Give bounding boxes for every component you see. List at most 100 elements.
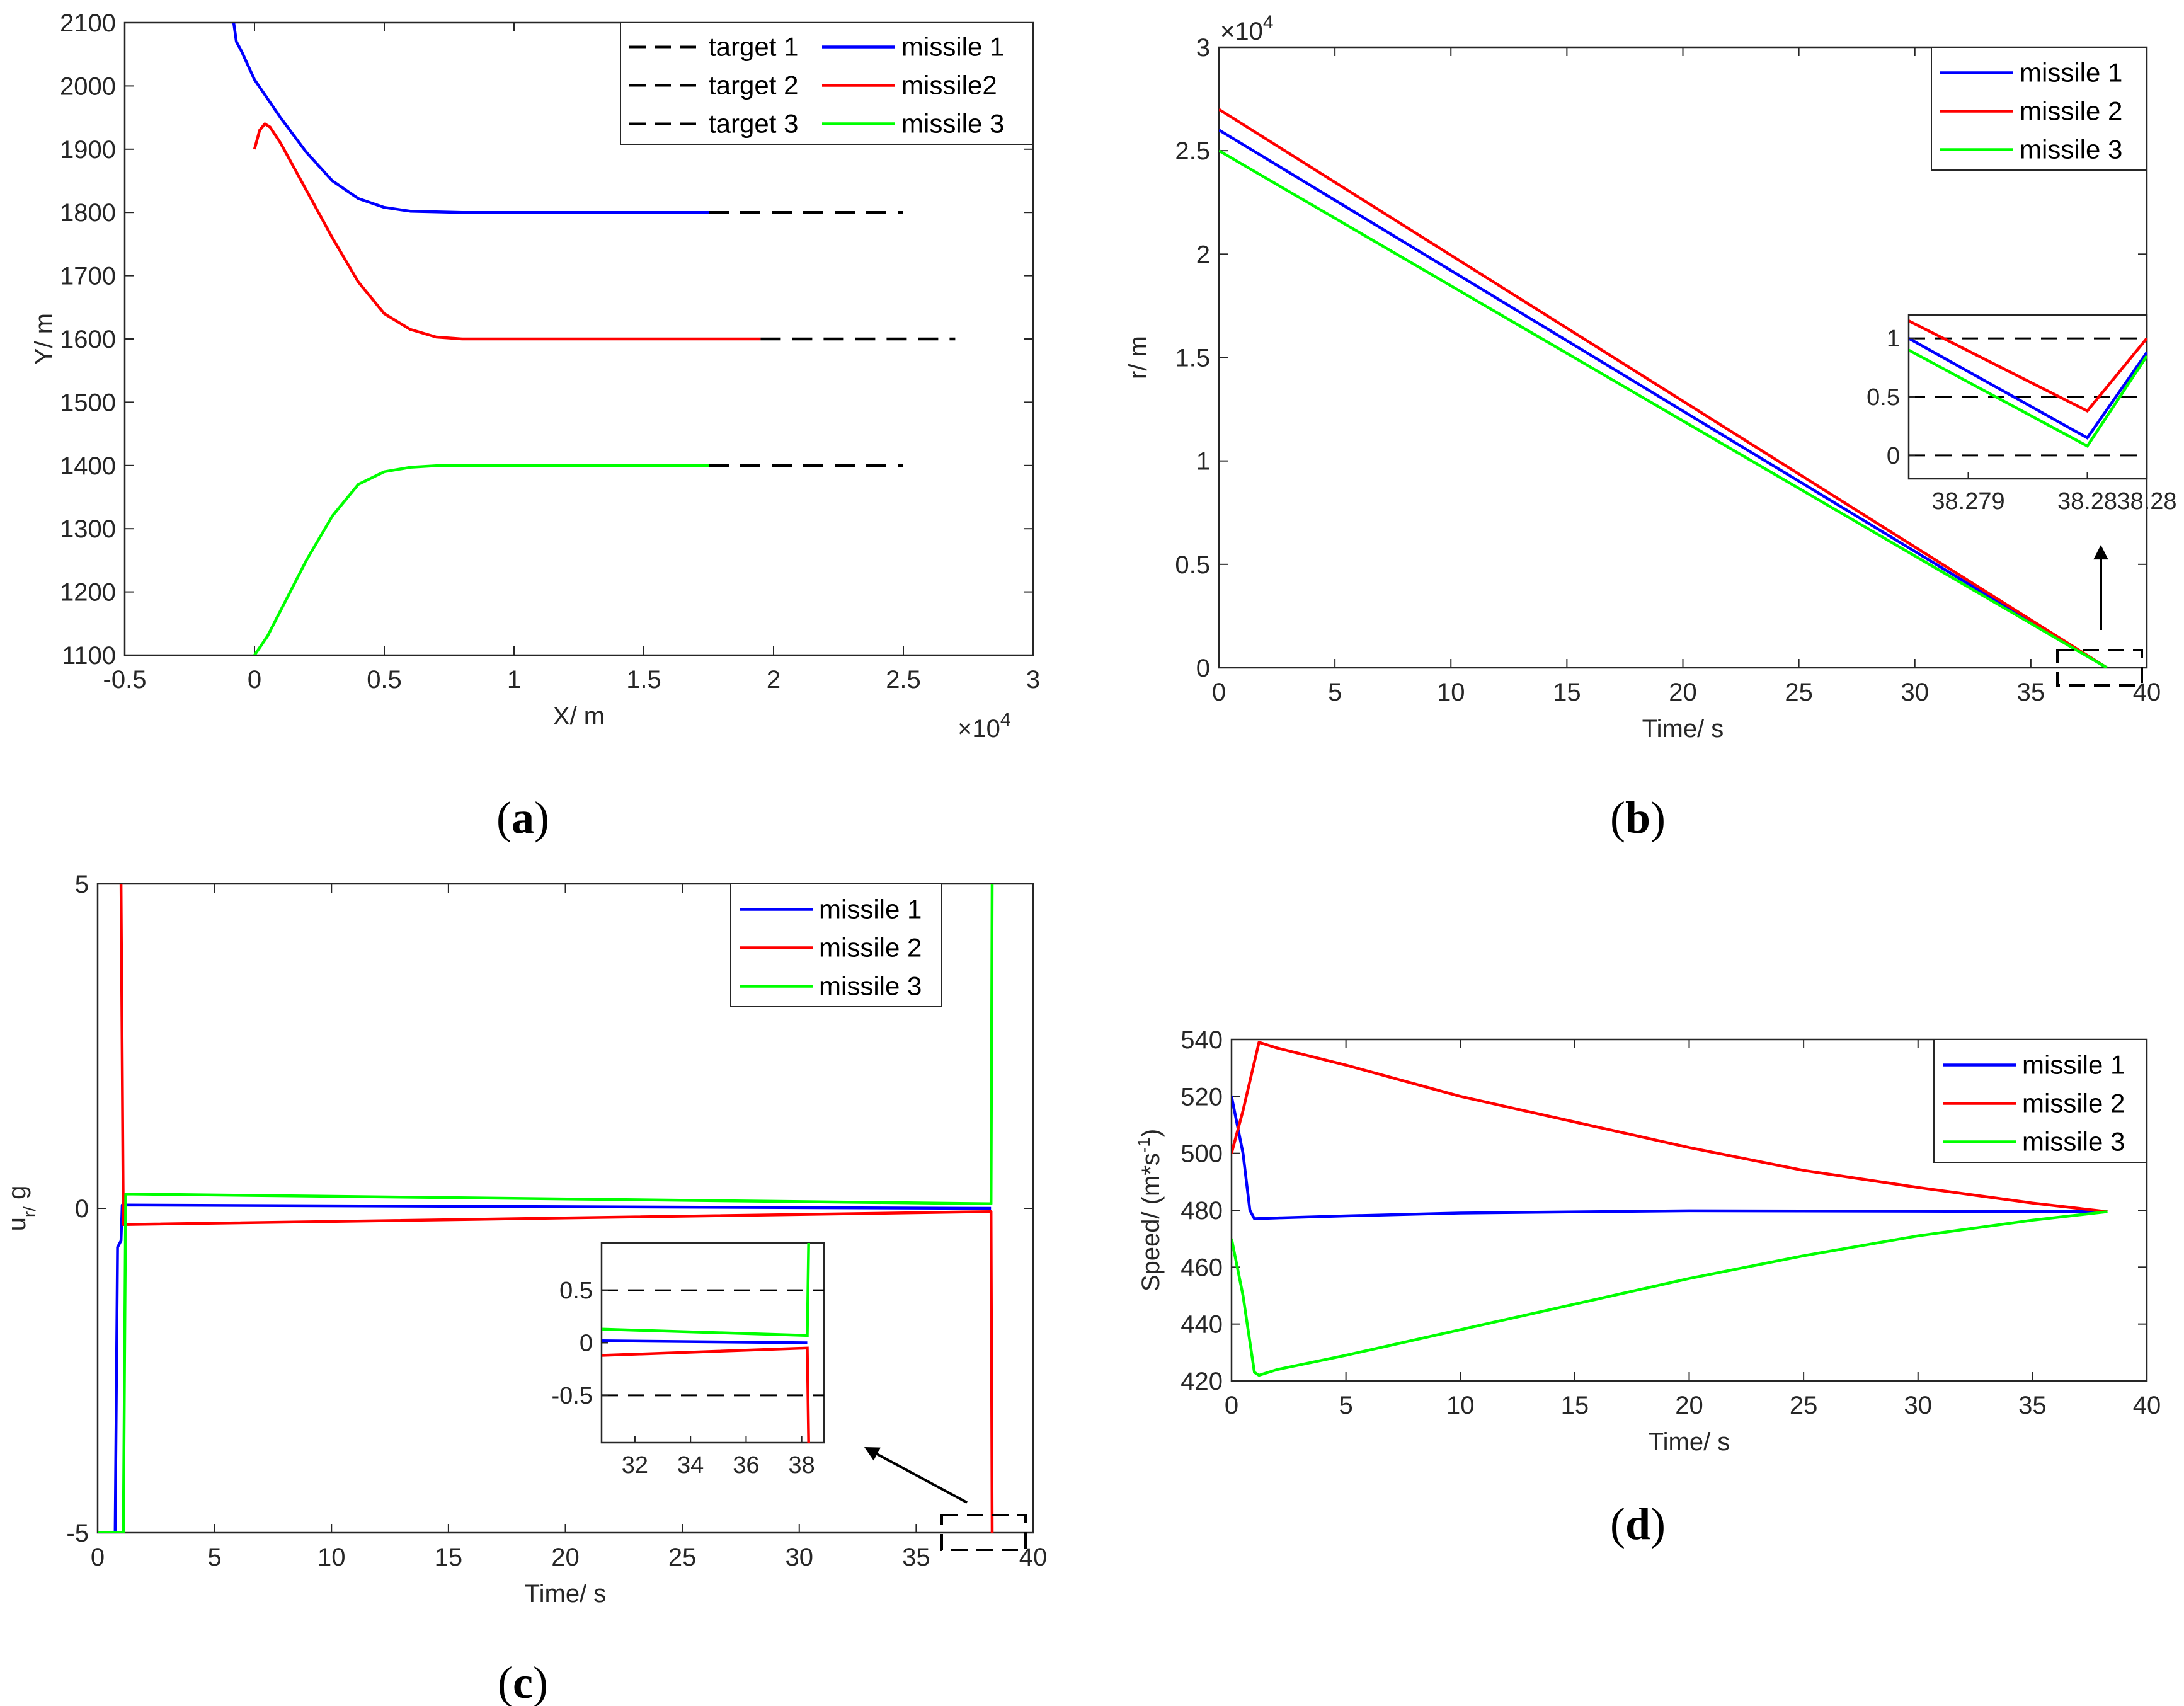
- y-tick-label: 0.5: [1175, 551, 1210, 579]
- zoom-arrow-line: [876, 1453, 968, 1504]
- caption-open: (: [498, 1657, 513, 1706]
- x-tick-label: 10: [1446, 1392, 1475, 1419]
- y-tick-label: 480: [1181, 1197, 1223, 1225]
- x-tick-label: 35: [2017, 678, 2045, 706]
- y-tick-label: 1900: [60, 136, 116, 164]
- y-exponent-power: 4: [1263, 12, 1274, 33]
- inset-line-missile-2: [602, 1346, 810, 1443]
- legend-label: missile 3: [819, 971, 922, 1001]
- x-tick-label: 35: [2018, 1392, 2047, 1419]
- x-tick-label: 35: [902, 1543, 930, 1571]
- y-tick-label: 1600: [60, 326, 116, 353]
- series-line-missile-3: [1232, 1210, 2108, 1377]
- x-tick-label: 10: [1437, 678, 1465, 706]
- y-tick-label: 0: [75, 1195, 89, 1223]
- panel-caption: (b): [1610, 793, 1666, 843]
- y-tick-label: 1800: [60, 199, 116, 227]
- caption-letter: d: [1625, 1499, 1650, 1549]
- inset-line-missile-1: [1909, 337, 2147, 440]
- y-axis-label-tail: ): [1137, 1129, 1165, 1137]
- x-tick-label: 25: [668, 1543, 697, 1571]
- y-tick-label: 460: [1181, 1254, 1223, 1281]
- y-axis-label-main: Speed/ (m*s: [1137, 1153, 1165, 1291]
- legend-label: missile 2: [2022, 1089, 2125, 1118]
- zoom-box: [2056, 649, 2143, 687]
- x-tick-label: 2: [767, 666, 780, 694]
- series-group: [232, 23, 956, 655]
- y-tick-label: 520: [1181, 1083, 1223, 1111]
- y-tick-label: 2000: [60, 72, 116, 100]
- x-tick-label: 1.5: [626, 666, 661, 694]
- x-tick-label: 5: [1328, 678, 1342, 706]
- arrow-head: [2093, 545, 2108, 560]
- y-tick-label: 540: [1181, 1026, 1223, 1054]
- y-axis-label: r/ m: [1124, 336, 1152, 379]
- panel-d: 0 5 10 15 20 25 30 35 40 420 440 460 480 500 520 540 Tim…: [1134, 1026, 2161, 1549]
- x-tick-label: 10: [317, 1543, 346, 1571]
- y-tick-label: 3: [1196, 34, 1210, 62]
- inset: 38.279 38.28 38.28 0 0.5 1: [1867, 314, 2177, 515]
- legend: target 1 missile 1 target 2 missile2 target …: [620, 22, 1034, 145]
- y-tick-label: 420: [1181, 1368, 1223, 1395]
- x-tick-label: 20: [551, 1543, 580, 1571]
- y-tick-label: 1400: [60, 452, 116, 480]
- inset-y-tick-label: 0.5: [559, 1278, 593, 1304]
- y-axis-label-sup: -1: [1134, 1137, 1153, 1153]
- x-tick-label: 15: [435, 1543, 463, 1571]
- series-line-missile-2: [1232, 1041, 2108, 1213]
- y-tick-label: 500: [1181, 1140, 1223, 1168]
- caption-close: ): [1650, 793, 1666, 843]
- y-tick-label: 0: [1196, 655, 1210, 682]
- zoom-box: [940, 1514, 1027, 1551]
- x-axis-label: Time/ s: [1649, 1428, 1730, 1456]
- x-tick-label: 25: [1790, 1392, 1818, 1419]
- x-tick-label: 30: [1901, 678, 1930, 706]
- inset-y-tick-label: 0: [1887, 443, 1900, 469]
- y-axis-label-sub: r/: [20, 1206, 39, 1217]
- series-line-missile-2: [1219, 108, 2108, 668]
- y-tick-label: 2: [1196, 241, 1210, 268]
- series-line-missile-3: [253, 464, 709, 655]
- y-axis-label-tail: g: [3, 1186, 31, 1206]
- y-tick-label: 5: [75, 871, 89, 898]
- y-tick-label: 1700: [60, 263, 116, 290]
- series-group: [98, 884, 994, 1533]
- x-tick-label: 30: [1904, 1392, 1933, 1419]
- caption-letter: c: [513, 1657, 533, 1706]
- x-tick-label: 25: [1785, 678, 1813, 706]
- legend-label: missile 1: [819, 895, 922, 924]
- series-line-missile-1: [1232, 1096, 2108, 1220]
- y-axis-label: Y/ m: [30, 313, 58, 365]
- caption-close: ): [534, 793, 549, 843]
- x-exponent-power: 4: [1000, 709, 1011, 730]
- caption-close: ): [533, 1657, 548, 1706]
- legend-label-target: target 2: [709, 71, 798, 100]
- legend-label-missile: missile 1: [901, 32, 1004, 62]
- legend: missile 1 missile 2 missile 3: [1933, 1039, 2147, 1163]
- inset-x-tick-label: 38.28: [2057, 488, 2117, 515]
- legend-label: missile 1: [2020, 58, 2122, 88]
- series-line-missile-1: [1219, 129, 2108, 668]
- x-axis-label: Time/ s: [1642, 715, 1724, 743]
- series-line-missile-2: [119, 884, 994, 1533]
- x-exponent-base: ×10: [958, 715, 1000, 743]
- inset-line-missile-1: [602, 1339, 808, 1344]
- legend: missile 1 missile 2 missile 3: [730, 883, 942, 1007]
- inset-x-tick-label: 38.28: [2117, 488, 2176, 515]
- caption-letter: b: [1625, 793, 1650, 843]
- legend-label: missile 1: [2022, 1050, 2125, 1080]
- x-tick-label: 15: [1561, 1392, 1589, 1419]
- legend-label-missile: missile2: [901, 71, 997, 100]
- panel-caption: (a): [496, 793, 549, 843]
- inset: 32 34 36 38 -0.5 0 0.5: [552, 1242, 825, 1479]
- y-tick-label: 2.5: [1175, 137, 1210, 165]
- x-exponent: ×104: [958, 709, 1011, 743]
- y-tick-label: 1.5: [1175, 345, 1210, 372]
- inset-line-missile-3: [602, 1243, 810, 1337]
- series-line-missile-1: [111, 1203, 992, 1533]
- series-line-missile-3: [98, 884, 994, 1533]
- series-group: [1232, 1041, 2108, 1377]
- legend: missile 1 missile 2 missile 3: [1931, 47, 2147, 171]
